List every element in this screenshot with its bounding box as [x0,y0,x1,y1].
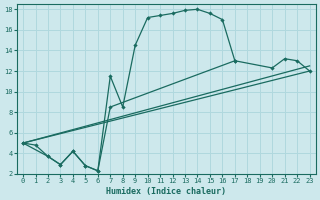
X-axis label: Humidex (Indice chaleur): Humidex (Indice chaleur) [106,187,226,196]
